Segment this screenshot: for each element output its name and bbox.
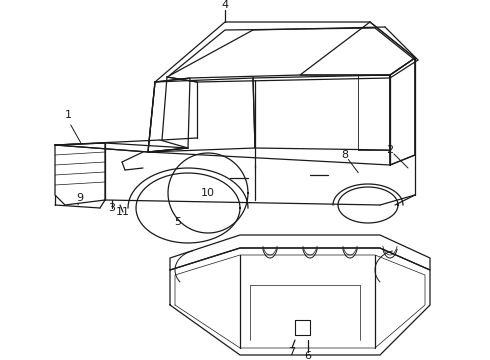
Text: 4: 4 (221, 0, 228, 10)
Text: 9: 9 (76, 193, 84, 203)
Text: 10: 10 (201, 188, 215, 198)
Text: 5: 5 (174, 217, 181, 227)
Text: 2: 2 (387, 145, 393, 155)
Text: 3: 3 (108, 203, 116, 213)
Text: 7: 7 (289, 347, 295, 357)
Text: 8: 8 (342, 150, 348, 160)
Text: 6: 6 (304, 351, 312, 360)
Text: 1: 1 (65, 110, 72, 120)
Text: 11: 11 (116, 207, 130, 217)
